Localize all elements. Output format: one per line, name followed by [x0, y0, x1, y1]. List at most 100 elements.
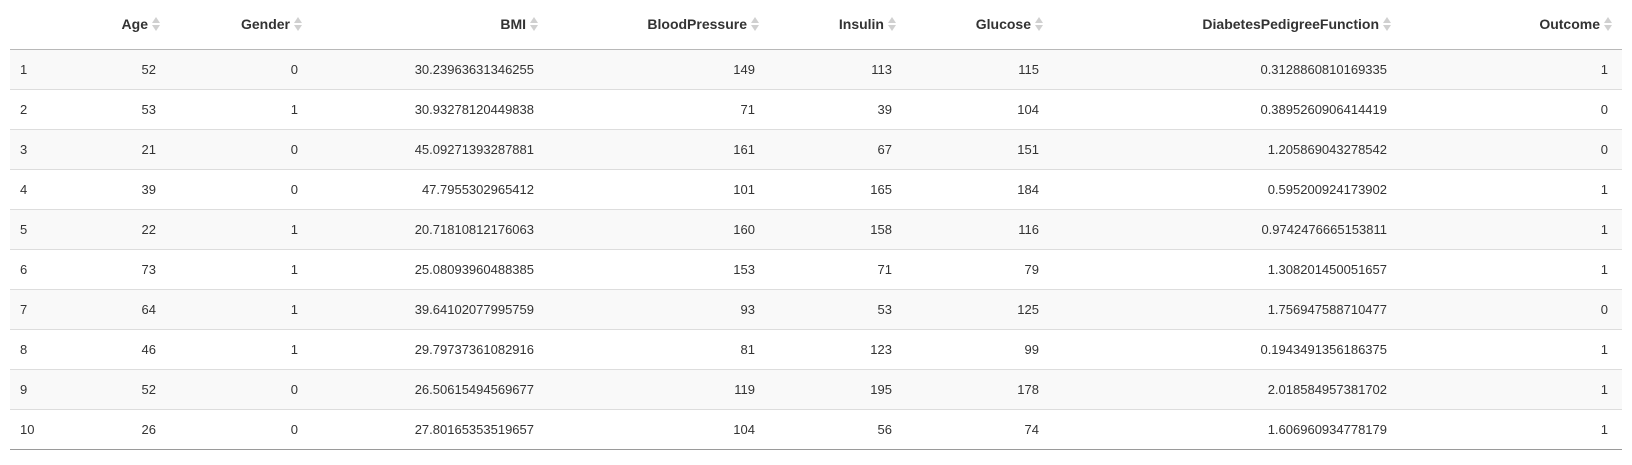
column-header-content: Gender: [241, 16, 302, 32]
column-header-content: BloodPressure: [647, 16, 759, 32]
table-header: Age Gender BMI BloodPressure Insulin Glucose D…: [10, 0, 1622, 50]
table-row[interactable]: 1 52 0 30.23963631346255 149 113 115 0.31288608…: [10, 49, 1622, 90]
cell-bmi: 20.71810812176063: [312, 209, 548, 250]
cell-age: 73: [68, 249, 170, 290]
cell-gender: 1: [170, 329, 312, 370]
cell-index: 10: [10, 409, 68, 450]
column-header-outcome[interactable]: Outcome: [1401, 0, 1622, 50]
column-header-age[interactable]: Age: [68, 0, 170, 50]
cell-bmi: 29.79737361082916: [312, 329, 548, 370]
cell-insulin: 67: [769, 129, 906, 170]
table-row[interactable]: 5 22 1 20.71810812176063 160 158 116 0.97424766…: [10, 209, 1622, 250]
cell-age: 52: [68, 49, 170, 90]
cell-gender: 1: [170, 249, 312, 290]
cell-bmi: 25.08093960488385: [312, 249, 548, 290]
column-header-label: Glucose: [975, 16, 1031, 33]
cell-gender: 0: [170, 409, 312, 450]
cell-insulin: 71: [769, 249, 906, 290]
sort-descending-icon: [152, 25, 160, 32]
cell-insulin: 53: [769, 289, 906, 330]
sort-ascending-icon: [152, 17, 160, 24]
sort-ascending-icon: [1035, 17, 1043, 24]
cell-diabetespedigreefunction: 1.205869043278542: [1053, 129, 1401, 170]
cell-gender: 1: [170, 89, 312, 130]
sort-both-icon[interactable]: [294, 16, 302, 32]
sort-ascending-icon: [888, 17, 896, 24]
sort-both-icon[interactable]: [1035, 16, 1043, 32]
cell-diabetespedigreefunction: 1.756947588710477: [1053, 289, 1401, 330]
cell-age: 22: [68, 209, 170, 250]
sort-both-icon[interactable]: [1383, 16, 1391, 32]
cell-outcome: 1: [1401, 249, 1622, 290]
sort-descending-icon: [751, 25, 759, 32]
cell-index: 9: [10, 369, 68, 410]
cell-age: 52: [68, 369, 170, 410]
cell-glucose: 184: [906, 169, 1053, 210]
cell-gender: 0: [170, 369, 312, 410]
cell-bmi: 30.93278120449838: [312, 89, 548, 130]
cell-bmi: 47.7955302965412: [312, 169, 548, 210]
cell-bloodpressure: 71: [548, 89, 769, 130]
column-header-content: Insulin: [839, 16, 896, 32]
cell-diabetespedigreefunction: 1.606960934778179: [1053, 409, 1401, 450]
sort-descending-icon: [1383, 25, 1391, 32]
table-row[interactable]: 4 39 0 47.7955302965412 101 165 184 0.595200924…: [10, 169, 1622, 210]
cell-bloodpressure: 149: [548, 49, 769, 90]
cell-bloodpressure: 81: [548, 329, 769, 370]
table-row[interactable]: 8 46 1 29.79737361082916 81 123 99 0.1943491356…: [10, 329, 1622, 370]
cell-insulin: 165: [769, 169, 906, 210]
column-header-bloodpressure[interactable]: BloodPressure: [548, 0, 769, 50]
sort-both-icon[interactable]: [888, 16, 896, 32]
sort-ascending-icon: [530, 17, 538, 24]
cell-outcome: 0: [1401, 129, 1622, 170]
cell-glucose: 151: [906, 129, 1053, 170]
sort-both-icon[interactable]: [530, 16, 538, 32]
cell-outcome: 1: [1401, 169, 1622, 210]
cell-index: 2: [10, 89, 68, 130]
cell-gender: 0: [170, 49, 312, 90]
column-header-label: Gender: [240, 16, 290, 33]
table-row[interactable]: 7 64 1 39.64102077995759 93 53 125 1.7569475887…: [10, 289, 1622, 330]
column-header-glucose[interactable]: Glucose: [906, 0, 1053, 50]
sort-ascending-icon: [751, 17, 759, 24]
table-row[interactable]: 3 21 0 45.09271393287881 161 67 151 1.205869043…: [10, 129, 1622, 170]
cell-bloodpressure: 160: [548, 209, 769, 250]
column-header-diabetespedigreefunction[interactable]: DiabetesPedigreeFunction: [1053, 0, 1401, 50]
table-row[interactable]: 9 52 0 26.50615494569677 119 195 178 2.01858495…: [10, 369, 1622, 410]
cell-insulin: 39: [769, 89, 906, 130]
cell-index: 8: [10, 329, 68, 370]
cell-insulin: 123: [769, 329, 906, 370]
cell-age: 39: [68, 169, 170, 210]
cell-bloodpressure: 161: [548, 129, 769, 170]
column-header-bmi[interactable]: BMI: [312, 0, 548, 50]
cell-glucose: 104: [906, 89, 1053, 130]
data-table: Age Gender BMI BloodPressure Insulin Glucose D…: [10, 0, 1622, 450]
column-header-content: Outcome: [1539, 16, 1612, 32]
table-row[interactable]: 10 26 0 27.80165353519657 104 56 74 1.606960934…: [10, 409, 1622, 450]
cell-index: 4: [10, 169, 68, 210]
cell-outcome: 1: [1401, 209, 1622, 250]
column-header-content: BMI: [500, 16, 538, 32]
cell-diabetespedigreefunction: 0.1943491356186375: [1053, 329, 1401, 370]
cell-glucose: 79: [906, 249, 1053, 290]
sort-both-icon[interactable]: [1604, 16, 1612, 32]
table-row[interactable]: 2 53 1 30.93278120449838 71 39 104 0.3895260906…: [10, 89, 1622, 130]
cell-index: 1: [10, 49, 68, 90]
column-header-content: DiabetesPedigreeFunction: [1202, 16, 1391, 32]
sort-descending-icon: [1604, 25, 1612, 32]
column-header-index[interactable]: [10, 0, 68, 50]
cell-outcome: 0: [1401, 289, 1622, 330]
header-row: Age Gender BMI BloodPressure Insulin Glucose D…: [10, 0, 1622, 50]
cell-age: 26: [68, 409, 170, 450]
cell-outcome: 1: [1401, 409, 1622, 450]
cell-gender: 1: [170, 289, 312, 330]
column-header-gender[interactable]: Gender: [170, 0, 312, 50]
column-header-content: Glucose: [976, 16, 1043, 32]
column-header-label: BloodPressure: [647, 16, 747, 33]
column-header-insulin[interactable]: Insulin: [769, 0, 906, 50]
column-header-label: BMI: [500, 16, 526, 33]
sort-both-icon[interactable]: [152, 16, 160, 32]
table-row[interactable]: 6 73 1 25.08093960488385 153 71 79 1.3082014500…: [10, 249, 1622, 290]
sort-both-icon[interactable]: [751, 16, 759, 32]
cell-index: 3: [10, 129, 68, 170]
